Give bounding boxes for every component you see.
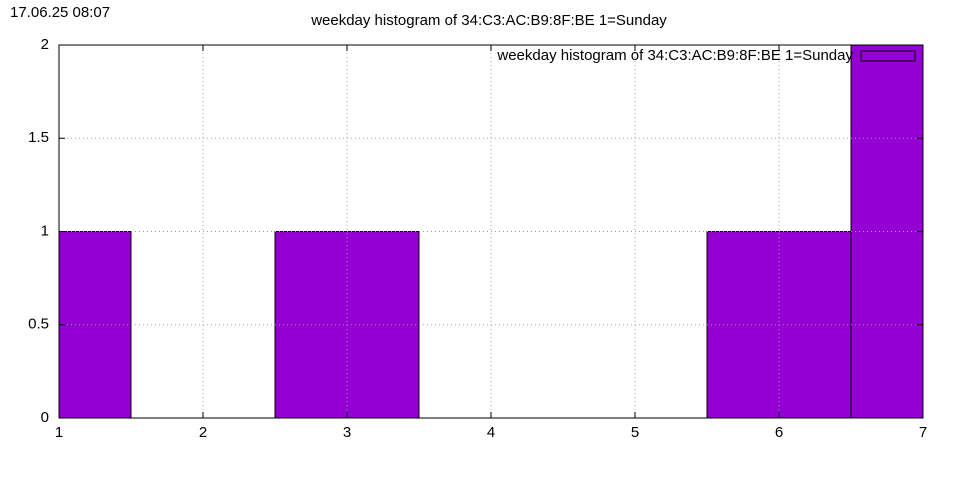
y-tick-label: 2 [41,36,49,53]
plot-border [58,44,924,419]
y-tick-label: 0 [41,409,49,426]
legend-label: weekday histogram of 34:C3:AC:B9:8F:BE 1… [496,47,853,64]
legend-swatch [860,50,916,62]
y-tick-label: 1 [41,222,49,239]
x-tick-label: 5 [631,424,639,441]
x-tick-label: 1 [55,424,63,441]
y-tick-label: 1.5 [28,129,49,146]
x-tick-label: 7 [919,424,927,441]
timestamp: 17.06.25 08:07 [10,4,110,21]
x-tick-label: 3 [343,424,351,441]
x-tick-label: 2 [199,424,207,441]
x-tick-label: 6 [775,424,783,441]
x-tick-label: 4 [487,424,495,441]
y-tick-label: 0.5 [28,316,49,333]
chart-title: weekday histogram of 34:C3:AC:B9:8F:BE 1… [310,12,667,29]
